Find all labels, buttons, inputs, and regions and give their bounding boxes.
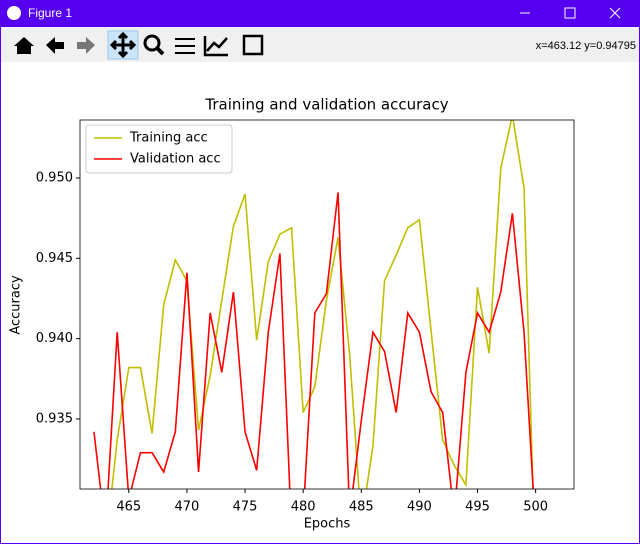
x-tick-label: 465 bbox=[116, 500, 141, 515]
y-tick-label: 0.935 bbox=[36, 411, 73, 426]
plot-area bbox=[93, 120, 534, 489]
series-line bbox=[111, 120, 534, 489]
x-tick-label: 500 bbox=[523, 500, 548, 515]
x-tick-label: 495 bbox=[465, 500, 490, 515]
x-tick-label: 485 bbox=[349, 500, 374, 515]
toolbar bbox=[1, 27, 639, 62]
axes-frame bbox=[79, 119, 575, 490]
y-axis-label: Accuracy bbox=[9, 275, 24, 335]
maximize-button[interactable] bbox=[564, 7, 576, 19]
pan-icon bbox=[109, 31, 137, 59]
legend-label: Training acc bbox=[129, 131, 208, 146]
edit-button[interactable] bbox=[203, 36, 228, 57]
y-tick-label: 0.950 bbox=[36, 170, 73, 185]
x-tick-label: 490 bbox=[407, 500, 432, 515]
back-button[interactable] bbox=[46, 37, 64, 54]
series-line bbox=[93, 192, 534, 489]
y-tick-label: 0.945 bbox=[36, 251, 73, 266]
x-tick-label: 475 bbox=[233, 500, 258, 515]
window-title: Figure 1 bbox=[28, 6, 72, 20]
chart-title: Training and validation accuracy bbox=[204, 96, 448, 114]
home-button[interactable] bbox=[14, 37, 34, 54]
legend-box bbox=[85, 124, 233, 174]
app-icon bbox=[7, 6, 21, 20]
zoom-button[interactable] bbox=[143, 34, 161, 52]
legend-label: Validation acc bbox=[130, 152, 221, 167]
zoom-handle bbox=[155, 46, 165, 56]
x-axis-label: Epochs bbox=[304, 517, 351, 532]
save-button[interactable] bbox=[242, 34, 264, 56]
cursor-status: x=463.12 y=0.94795 bbox=[536, 40, 636, 52]
subplots-button[interactable] bbox=[175, 38, 195, 54]
forward-button[interactable] bbox=[77, 37, 95, 54]
x-tick-label: 470 bbox=[175, 500, 200, 515]
close-button[interactable] bbox=[609, 7, 621, 19]
x-tick-label: 480 bbox=[291, 500, 316, 515]
y-tick-label: 0.940 bbox=[36, 331, 73, 346]
